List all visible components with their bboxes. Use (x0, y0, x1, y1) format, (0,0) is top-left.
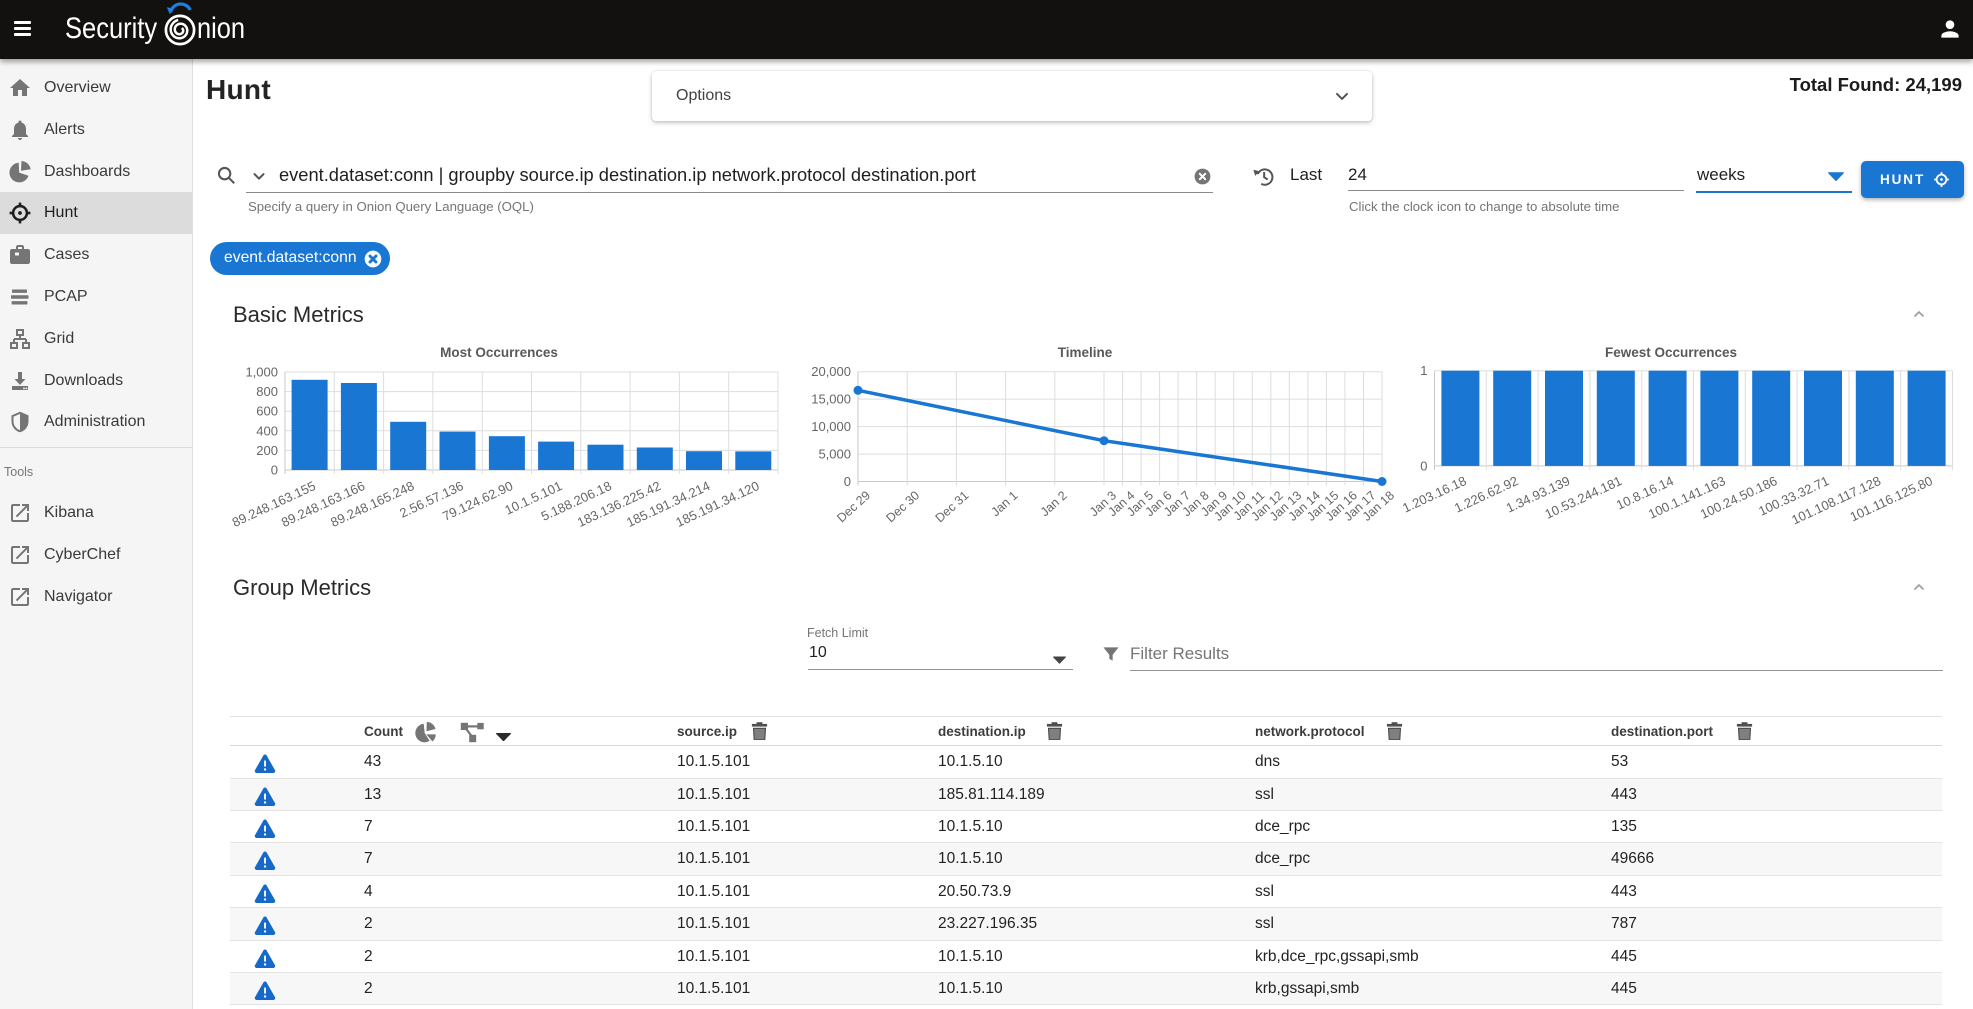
svg-text:Dec 31: Dec 31 (933, 488, 972, 525)
svg-text:5,000: 5,000 (818, 447, 851, 462)
svg-text:0: 0 (844, 474, 851, 489)
svg-text:1,000: 1,000 (245, 365, 278, 380)
svg-text:400: 400 (256, 423, 278, 438)
svg-text:Dec 30: Dec 30 (883, 488, 922, 525)
svg-text:0: 0 (271, 463, 278, 478)
svg-text:10,000: 10,000 (811, 419, 851, 434)
svg-text:20,000: 20,000 (811, 364, 851, 379)
svg-text:15,000: 15,000 (811, 392, 851, 407)
svg-text:Jan 2: Jan 2 (1038, 488, 1070, 519)
svg-text:Most Occurrences: Most Occurrences (440, 345, 558, 360)
svg-text:Jan 1: Jan 1 (989, 488, 1021, 519)
svg-text:185.191.34.120: 185.191.34.120 (673, 478, 761, 530)
svg-text:200: 200 (256, 443, 278, 458)
svg-text:1: 1 (1420, 363, 1427, 378)
svg-text:600: 600 (256, 404, 278, 419)
svg-text:0: 0 (1420, 458, 1427, 473)
svg-text:800: 800 (256, 384, 278, 399)
svg-text:Fewest Occurrences: Fewest Occurrences (1605, 345, 1737, 360)
svg-text:Timeline: Timeline (1058, 345, 1113, 360)
svg-text:Dec 29: Dec 29 (834, 488, 873, 525)
